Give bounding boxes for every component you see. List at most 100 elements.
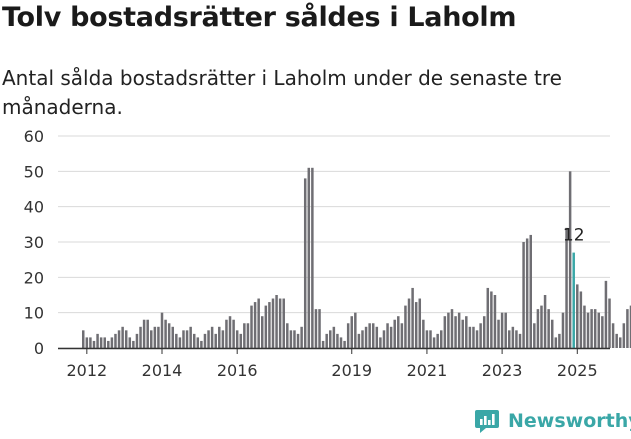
bar xyxy=(350,316,353,348)
bar xyxy=(96,333,99,348)
bar xyxy=(271,298,275,348)
bar xyxy=(629,305,631,348)
bar xyxy=(332,326,336,348)
bar xyxy=(425,330,429,348)
bar xyxy=(132,340,135,348)
bar xyxy=(529,234,532,348)
bar xyxy=(311,167,314,348)
bar xyxy=(107,340,110,348)
bar xyxy=(593,309,597,348)
bar xyxy=(336,333,339,348)
bars xyxy=(82,167,631,348)
bar xyxy=(89,337,92,348)
bar xyxy=(361,330,364,348)
bar xyxy=(597,312,601,348)
bar xyxy=(457,312,461,348)
y-tick-label: 50 xyxy=(24,162,44,181)
bar xyxy=(135,333,139,348)
bar xyxy=(411,287,414,348)
bar xyxy=(139,326,142,348)
x-tick-label: 2025 xyxy=(557,361,598,380)
bar xyxy=(329,330,332,348)
bar xyxy=(325,333,328,348)
y-tick-label: 40 xyxy=(24,198,44,217)
bar xyxy=(282,298,285,348)
newsworthy-logo[interactable]: Newsworthy xyxy=(474,408,631,434)
bar xyxy=(375,326,379,348)
bar xyxy=(239,333,243,348)
bar xyxy=(318,309,321,348)
bar xyxy=(246,323,250,348)
bar xyxy=(518,333,522,348)
bar xyxy=(626,309,629,348)
bar xyxy=(508,330,511,348)
bar xyxy=(382,330,386,348)
bar xyxy=(117,330,121,348)
bar xyxy=(622,323,626,348)
bar xyxy=(443,316,447,348)
bar xyxy=(250,305,253,348)
bar xyxy=(228,316,232,348)
bar xyxy=(579,291,583,348)
bar xyxy=(346,323,350,348)
bar xyxy=(418,298,422,348)
bar xyxy=(225,319,228,348)
bar xyxy=(379,337,382,348)
chart-title: Tolv bostadsrätter såldes i Laholm xyxy=(2,2,517,33)
bar xyxy=(604,280,608,348)
bar xyxy=(221,330,225,348)
bar xyxy=(218,326,221,348)
highlight-value-label: 12 xyxy=(563,226,585,246)
bar xyxy=(422,319,425,348)
chart-subtitle: Antal sålda bostadsrätter i Laholm under… xyxy=(2,66,562,119)
bar xyxy=(490,291,493,348)
bar xyxy=(554,337,558,348)
bar xyxy=(268,302,271,348)
bar xyxy=(164,319,167,348)
x-tick-label: 2021 xyxy=(407,361,448,380)
x-tick-label: 2016 xyxy=(217,361,258,380)
bar xyxy=(235,330,239,348)
bar xyxy=(497,319,500,348)
bar xyxy=(275,295,278,348)
bar xyxy=(207,330,210,348)
bar xyxy=(103,337,106,348)
bar xyxy=(389,326,393,348)
bar xyxy=(171,326,174,348)
bar xyxy=(540,305,543,348)
bar xyxy=(114,333,117,348)
bar xyxy=(611,323,615,348)
y-tick-label: 30 xyxy=(24,233,44,252)
bar xyxy=(203,333,207,348)
bar xyxy=(314,309,318,348)
bar xyxy=(214,333,217,348)
bar xyxy=(547,309,550,348)
bar xyxy=(615,333,618,348)
bar xyxy=(565,227,568,348)
bar xyxy=(357,333,361,348)
bar xyxy=(465,316,468,348)
bar xyxy=(189,326,192,348)
bar xyxy=(296,333,300,348)
bar xyxy=(300,326,303,348)
bar xyxy=(182,330,185,348)
y-tick-label: 60 xyxy=(24,127,44,146)
bar xyxy=(124,330,128,348)
bar xyxy=(386,323,389,348)
bar xyxy=(500,312,504,348)
bar xyxy=(92,340,96,348)
bar xyxy=(608,298,611,348)
bar xyxy=(482,316,486,348)
bar xyxy=(339,337,343,348)
bar xyxy=(397,316,400,348)
bar xyxy=(192,333,196,348)
bar xyxy=(264,305,268,348)
bar xyxy=(558,333,561,348)
bar xyxy=(536,309,540,348)
bar xyxy=(243,323,246,348)
bar xyxy=(590,309,593,348)
bar xyxy=(99,337,103,348)
bar xyxy=(454,316,457,348)
bar xyxy=(307,167,311,348)
bar xyxy=(429,330,432,348)
